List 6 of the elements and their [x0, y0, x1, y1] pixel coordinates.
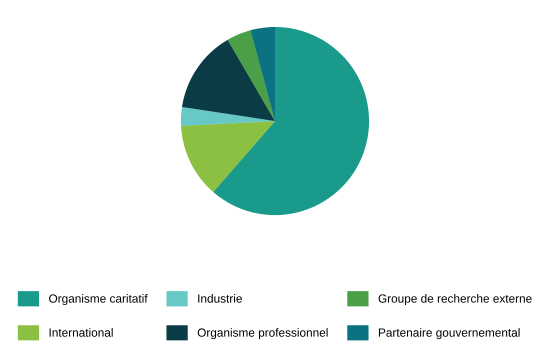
- legend-label: Groupe de recherche externe: [378, 294, 532, 306]
- legend-label: Organisme caritatif: [49, 294, 148, 306]
- legend-label: Industrie: [198, 294, 242, 303]
- legend-label: Partenaire gouvernemental: [378, 328, 520, 340]
- legend-label: Organisme professionnel: [198, 328, 328, 340]
- legend-label: International: [50, 328, 113, 337]
